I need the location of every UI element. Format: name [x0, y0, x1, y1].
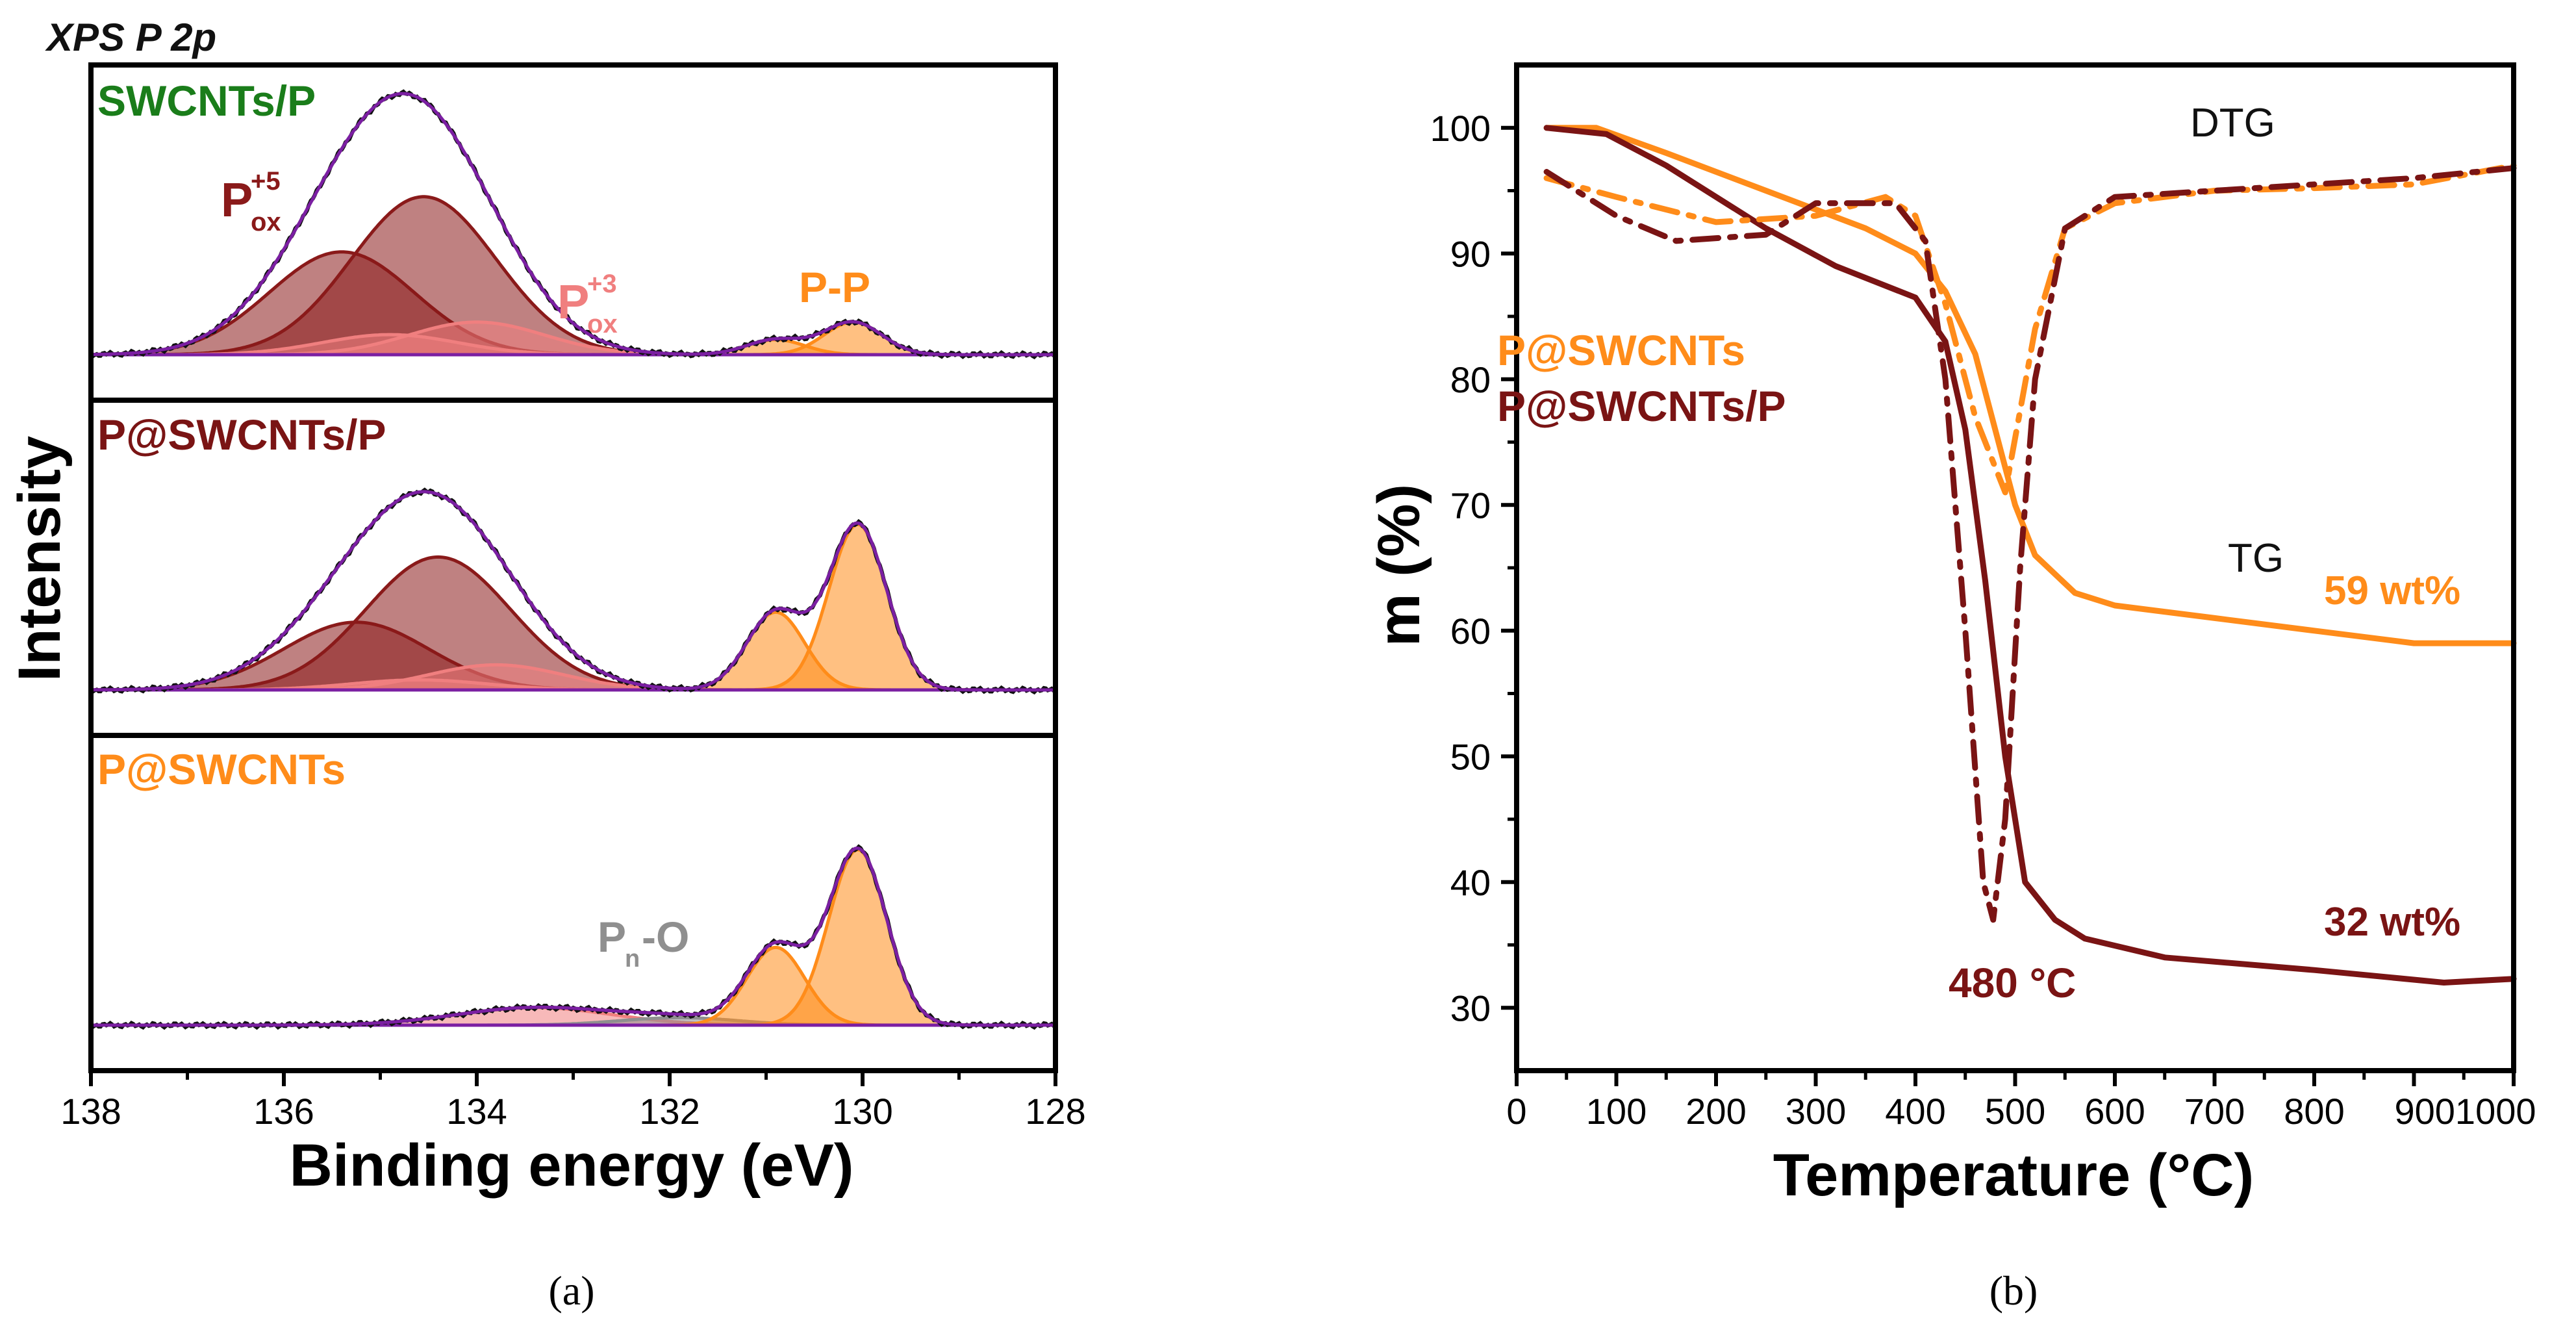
annotation-pox5-base: P	[221, 173, 253, 227]
annotation-pox5-sup: +5	[251, 167, 281, 196]
annotation-pox5: P +5 ox	[221, 167, 281, 236]
annotation-p-p: P-P	[799, 263, 870, 311]
legend-p-swcnts-p: P@SWCNTs/P	[1497, 382, 1786, 430]
annotation-480c: 480 °C	[1949, 960, 2076, 1006]
xps-subplot-2-label: P@SWCNTs/P	[97, 411, 386, 459]
tga-y-tick-label-3: 60	[1450, 611, 1491, 652]
annotation-tg: TG	[2228, 536, 2284, 581]
xps-subplot-3-curves	[89, 844, 1057, 1030]
tga-x-tick-label-0: 0	[1506, 1091, 1526, 1132]
annotation-pn-o: P n -O	[598, 913, 689, 973]
tga-curves	[1543, 125, 2517, 986]
peak-fill-3-4	[91, 850, 1055, 1025]
peak-fill-1-4	[91, 322, 1055, 355]
xps-x-tick-label-1: 136	[253, 1091, 314, 1132]
tga-x-tick-label-4: 400	[1885, 1091, 1945, 1132]
xps-curves	[89, 89, 1057, 1030]
peak-fill-1-2	[91, 196, 1055, 355]
legend-p-swcnts: P@SWCNTs	[1497, 326, 1745, 374]
peak-fill-3-1	[91, 1008, 1055, 1025]
peak-fill-2-6	[91, 524, 1055, 690]
xps-x-axis-title: Binding energy (eV)	[290, 1132, 854, 1199]
xps-x-tick-label-5: 128	[1025, 1091, 1085, 1132]
tga-x-tick-label-1: 100	[1586, 1091, 1647, 1132]
annotation-pox3: P +3 ox	[557, 270, 618, 338]
peak-fill-2-2	[91, 557, 1055, 690]
annotation-59wt: 59 wt%	[2324, 568, 2460, 613]
tga-x-tick-label-2: 200	[1686, 1091, 1746, 1132]
xps-panel: XPS P 2p SWCNTs/P P@SWCNTs/P P@SWCNTs P …	[6, 16, 1086, 1314]
annotation-pox3-sup: +3	[587, 270, 617, 298]
peak-fill-1-6	[91, 322, 1055, 355]
tga-x-axis-title: Temperature (°C)	[1773, 1142, 2254, 1208]
tga-panel: 30 40 50 60 70 80 90 100 0 100 200 300 400 500 600 700 8…	[1366, 62, 2536, 1314]
tga-x-tick-label-5: 500	[1985, 1091, 2045, 1132]
tga-x-tick-label-7: 700	[2184, 1091, 2245, 1132]
xps-x-tick-label-4: 130	[832, 1091, 892, 1132]
tga-y-tick-label-0: 30	[1450, 987, 1491, 1028]
tga-x-tick-label-6: 600	[2084, 1091, 2145, 1132]
xps-fit-envelope-2	[91, 490, 1055, 692]
peak-fill-1-3	[91, 335, 1055, 355]
tga-series-1	[1543, 125, 2517, 646]
annotation-pox5-sub: ox	[251, 208, 281, 236]
xps-subplot-1-label: SWCNTs/P	[97, 77, 316, 125]
tga-y-tick-label-4: 70	[1450, 485, 1491, 526]
annotation-pn-o-base: P	[598, 913, 626, 961]
xps-x-tick-label-2: 134	[446, 1091, 507, 1132]
annotation-32wt: 32 wt%	[2324, 900, 2460, 945]
tga-series-3	[1543, 162, 2517, 496]
xps-x-tick-label-0: 138	[60, 1091, 121, 1132]
annotation-pn-o-sub: n	[625, 945, 640, 973]
tga-y-tick-label-5: 80	[1450, 359, 1491, 400]
xps-y-axis-title: Intensity	[6, 436, 73, 681]
tga-y-axis-title: m (%)	[1366, 484, 1432, 646]
tga-axes: 30 40 50 60 70 80 90 100 0 100 200 300 400 500 600 700 8…	[1430, 108, 2536, 1132]
tga-x-tick-label-8: 800	[2284, 1091, 2344, 1132]
xps-title: XPS P 2p	[45, 16, 216, 59]
annotation-dtg: DTG	[2190, 101, 2275, 146]
xps-subplot-3-label: P@SWCNTs	[97, 745, 346, 793]
tga-y-tick-label-6: 90	[1450, 233, 1491, 274]
annotation-pox3-base: P	[557, 275, 589, 329]
tga-x-tick-label-9: 9001000	[2395, 1091, 2536, 1132]
xps-fit-envelope-1	[91, 92, 1055, 357]
caption-b: (b)	[1989, 1267, 2038, 1314]
xps-x-tick-label-3: 132	[639, 1091, 700, 1132]
tga-y-tick-label-1: 40	[1450, 862, 1491, 903]
tga-series-4	[1543, 165, 2517, 923]
tga-y-tick-label-7: 100	[1430, 108, 1491, 149]
xps-fit-envelope-3	[91, 846, 1055, 1027]
xps-x-axis: 138 136 134 132 130 128	[60, 1071, 1086, 1132]
annotation-pox3-sub: ox	[587, 310, 618, 338]
caption-a: (a)	[548, 1267, 594, 1314]
annotation-pn-o-after: -O	[642, 913, 689, 961]
xps-subplot-2-curves	[89, 487, 1057, 695]
tga-x-tick-label-3: 300	[1786, 1091, 1846, 1132]
tga-series-2	[1543, 125, 2517, 986]
xps-subplot-1-curves	[89, 89, 1057, 360]
tga-y-tick-label-2: 50	[1450, 736, 1491, 777]
